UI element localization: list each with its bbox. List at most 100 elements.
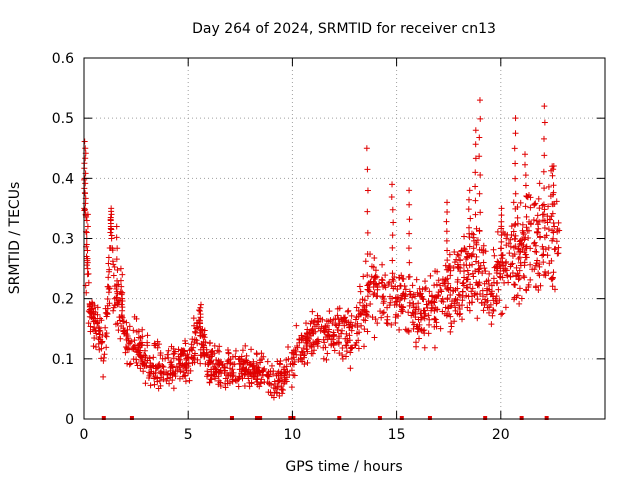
- data-point: [474, 315, 481, 322]
- data-point: [203, 349, 210, 356]
- data-point: [550, 166, 557, 173]
- data-point: [446, 251, 453, 258]
- data-point: [521, 259, 528, 266]
- data-point: [144, 332, 151, 339]
- data-point: [401, 283, 408, 290]
- data-point: [466, 299, 473, 306]
- data-point: [105, 283, 112, 290]
- data-point: [145, 375, 152, 382]
- data-point: [532, 200, 539, 207]
- data-point: [447, 263, 454, 270]
- data-point: [494, 228, 501, 235]
- data-point: [106, 300, 113, 307]
- data-point: [197, 352, 204, 359]
- data-point: [164, 351, 171, 358]
- data-point: [466, 187, 473, 194]
- data-point: [123, 336, 130, 343]
- data-point: [457, 268, 464, 275]
- data-point: [522, 203, 529, 210]
- data-point: [520, 273, 527, 280]
- data-point: [364, 229, 371, 236]
- data-point: [150, 363, 157, 370]
- x-tick-label: 5: [184, 427, 193, 443]
- data-point: [531, 239, 538, 246]
- data-point: [264, 358, 271, 365]
- data-point: [348, 327, 355, 334]
- data-point: [139, 326, 146, 333]
- data-point: [503, 235, 510, 242]
- data-point: [379, 310, 386, 317]
- data-point: [425, 298, 432, 305]
- axis-ticks: 0 0.1 0.2 0.3 0.4 0.5 0.6 0 5 10 15 20: [52, 51, 605, 443]
- data-point: [472, 169, 479, 176]
- data-point: [511, 251, 518, 258]
- data-point: [191, 352, 198, 359]
- data-point: [348, 312, 355, 319]
- data-point: [334, 312, 341, 319]
- data-point: [216, 343, 223, 350]
- data-point: [541, 119, 548, 126]
- data-point: [260, 367, 267, 374]
- data-point: [468, 288, 475, 295]
- data-point: [537, 282, 544, 289]
- data-point: [475, 280, 482, 287]
- data-point: [384, 304, 391, 311]
- data-point: [490, 246, 497, 253]
- data-point: [476, 97, 483, 104]
- data-point: [314, 340, 321, 347]
- data-point: [86, 300, 93, 307]
- bottom-marks: [101, 416, 549, 420]
- data-point: [445, 305, 452, 312]
- data-point: [444, 209, 451, 216]
- data-point: [283, 374, 290, 381]
- data-point: [540, 246, 547, 253]
- data-point: [514, 292, 521, 299]
- data-point: [476, 134, 483, 141]
- data-point: [317, 327, 324, 334]
- data-point: [346, 324, 353, 331]
- data-point: [261, 379, 268, 386]
- data-point: [531, 266, 538, 273]
- data-point: [222, 367, 229, 374]
- data-point: [288, 349, 295, 356]
- data-point: [156, 341, 163, 348]
- data-point: [541, 206, 548, 213]
- data-point: [511, 145, 518, 152]
- data-point: [378, 314, 385, 321]
- chart-title: Day 264 of 2024, SRMTID for receiver cn1…: [192, 21, 496, 37]
- data-point: [157, 382, 164, 389]
- data-point: [514, 214, 521, 221]
- data-point: [374, 284, 381, 291]
- data-point: [344, 308, 351, 315]
- data-point: [169, 372, 176, 379]
- data-point: [431, 344, 438, 351]
- data-point: [512, 190, 519, 197]
- data-point: [283, 363, 290, 370]
- data-point: [138, 357, 145, 364]
- data-point: [429, 304, 436, 311]
- data-point: [421, 330, 428, 337]
- data-point: [355, 307, 362, 314]
- data-point: [197, 301, 204, 308]
- data-point: [555, 244, 562, 251]
- data-point: [288, 355, 295, 362]
- data-point: [544, 252, 551, 259]
- x-tick-label: 10: [283, 427, 301, 443]
- data-point: [396, 326, 403, 333]
- data-point: [85, 270, 92, 277]
- data-point: [144, 342, 151, 349]
- data-point: [363, 308, 370, 315]
- data-point: [467, 281, 474, 288]
- data-point: [345, 307, 352, 314]
- data-point: [160, 363, 167, 370]
- data-point: [498, 232, 505, 239]
- data-point: [82, 145, 89, 152]
- data-point: [346, 323, 353, 330]
- bottom-mark: [544, 416, 549, 420]
- data-point: [224, 371, 231, 378]
- data-point: [459, 316, 466, 323]
- data-point: [103, 313, 110, 320]
- data-point: [518, 295, 525, 302]
- data-point: [113, 288, 120, 295]
- data-point: [549, 276, 556, 283]
